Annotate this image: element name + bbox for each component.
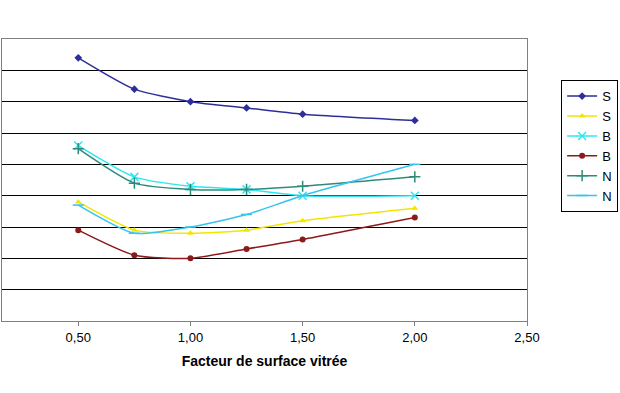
svg-text:1,00: 1,00 xyxy=(178,330,203,345)
svg-text:0,50: 0,50 xyxy=(66,330,91,345)
svg-text:B: B xyxy=(602,129,611,144)
svg-text:N: N xyxy=(602,169,611,184)
svg-text:B: B xyxy=(602,149,611,164)
svg-text:Facteur de surface vitrée: Facteur de surface vitrée xyxy=(182,353,348,369)
svg-text:2,00: 2,00 xyxy=(402,330,427,345)
svg-text:S: S xyxy=(602,89,611,104)
svg-text:2,50: 2,50 xyxy=(514,330,539,345)
svg-text:1,50: 1,50 xyxy=(290,330,315,345)
svg-text:S: S xyxy=(602,109,611,124)
svg-text:N: N xyxy=(602,189,611,204)
